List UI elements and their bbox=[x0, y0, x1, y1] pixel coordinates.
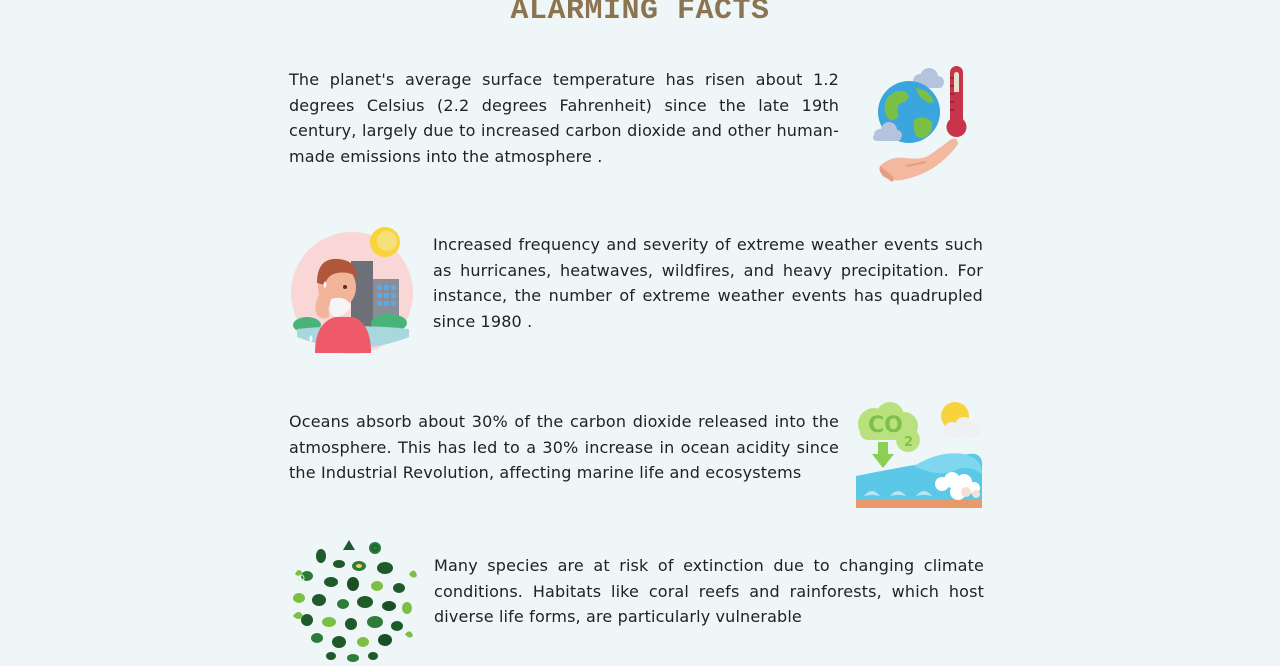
fact-text: Oceans absorb about 30% of the carbon di… bbox=[289, 412, 839, 482]
page-title: ALARMING FACTS bbox=[510, 0, 770, 28]
earth-thermometer-hand-icon bbox=[866, 62, 976, 187]
heatwave-person-icon bbox=[289, 225, 419, 357]
co2-label: CO bbox=[868, 413, 903, 438]
fact-text: Increased frequency and severity of extr… bbox=[433, 235, 983, 331]
co2-subscript: 2 bbox=[904, 435, 913, 450]
co2-ocean-icon: CO 2 bbox=[854, 400, 984, 510]
biodiversity-circle-icon bbox=[287, 534, 419, 666]
fact-text: The planet's average surface temperature… bbox=[289, 70, 839, 166]
fact-text: Many species are at risk of extinction d… bbox=[434, 556, 984, 626]
